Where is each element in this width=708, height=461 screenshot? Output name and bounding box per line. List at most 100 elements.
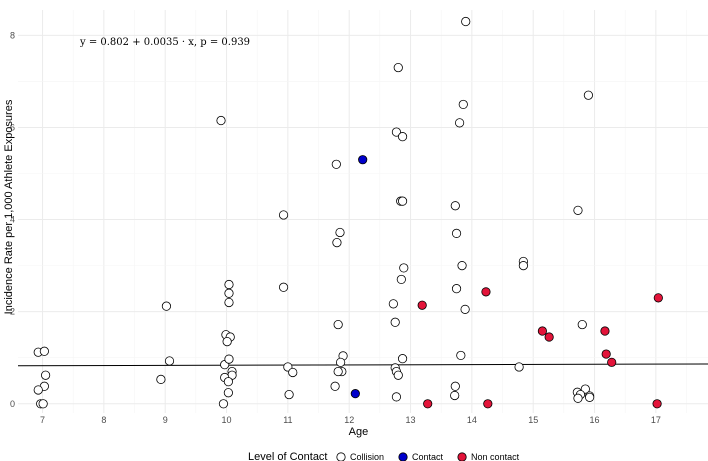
point-collision: [38, 399, 48, 409]
regression-annotation: y = 0.802 + 0.0035 · x, p = 0.939: [79, 37, 250, 48]
y-tick-label: 4: [10, 215, 15, 225]
point-collision: [397, 132, 408, 142]
legend-key-contact: [398, 452, 408, 461]
y-tick-label: 0: [10, 399, 15, 409]
x-tick-label: 8: [101, 415, 106, 425]
point-collision: [391, 392, 402, 402]
regression-line: [17, 363, 708, 367]
point-non-contact: [417, 300, 427, 310]
point-collision: [573, 205, 583, 215]
point-non-contact: [423, 399, 433, 409]
point-collision: [388, 299, 398, 309]
point-collision: [284, 389, 294, 400]
x-axis-label: Age: [349, 426, 369, 438]
x-tick-label: 14: [467, 415, 477, 425]
point-collision: [573, 393, 583, 403]
y-tick-label: 6: [10, 122, 15, 132]
point-collision: [461, 16, 471, 27]
point-non-contact: [537, 326, 548, 336]
point-non-contact: [653, 293, 663, 303]
point-collision: [393, 62, 403, 73]
legend-label-contact: Contact: [412, 452, 444, 461]
point-non-contact: [600, 326, 610, 336]
point-collision: [223, 388, 233, 398]
point-collision: [332, 237, 342, 248]
point-collision: [583, 90, 594, 100]
x-tick-label: 7: [40, 415, 45, 425]
point-collision: [156, 374, 166, 384]
x-tick-label: 10: [222, 415, 232, 425]
point-collision: [216, 115, 226, 126]
point-non-contact: [607, 357, 617, 367]
point-collision: [330, 381, 340, 391]
point-collision: [40, 370, 51, 380]
y-tick-label: 8: [10, 30, 15, 40]
point-collision: [450, 381, 460, 391]
point-collision: [224, 288, 234, 298]
legend: Level of Contact Collision Contact Non con…: [248, 451, 520, 461]
x-tick-label: 15: [528, 415, 538, 425]
point-collision: [450, 390, 460, 401]
point-collision: [288, 367, 298, 378]
point-collision: [224, 279, 234, 290]
y-tick-label: 2: [10, 307, 15, 317]
point-collision: [278, 282, 289, 292]
point-collision: [164, 356, 175, 366]
point-collision: [391, 127, 402, 137]
point-non-contact: [601, 349, 611, 359]
point-collision: [518, 261, 528, 271]
x-tick-label: 12: [344, 415, 354, 425]
point-collision: [222, 337, 232, 347]
x-tick-labels: 7 8 9 10 11 12 13 14 15 16 17: [40, 415, 661, 425]
y-axis-label: Incidence Rate per 1,000 Athlete Exposur…: [3, 99, 15, 314]
data-points: [33, 16, 663, 409]
point-collision: [457, 261, 467, 271]
point-collision: [456, 350, 466, 361]
point-collision: [458, 99, 468, 110]
point-collision: [223, 377, 233, 387]
point-non-contact: [652, 399, 662, 409]
legend-label-collision: Collision: [350, 452, 384, 461]
point-collision: [454, 118, 465, 128]
point-collision: [39, 346, 49, 356]
y-tick-labels: 0 2 4 6 8: [10, 30, 15, 408]
legend-key-non-contact: [457, 452, 467, 461]
x-tick-label: 11: [283, 415, 292, 425]
point-collision: [333, 366, 343, 377]
point-collision: [585, 392, 595, 402]
point-collision: [335, 227, 345, 238]
x-tick-label: 13: [406, 415, 416, 425]
point-collision: [397, 196, 408, 206]
point-collision: [390, 317, 400, 327]
point-collision: [451, 228, 462, 238]
point-collision: [278, 210, 289, 220]
x-tick-label: 17: [651, 415, 661, 425]
point-collision: [336, 357, 346, 367]
point-non-contact: [544, 332, 554, 342]
point-collision: [331, 159, 341, 169]
legend-title: Level of Contact: [248, 451, 328, 461]
point-collision: [224, 354, 234, 364]
point-collision: [451, 284, 462, 294]
point-collision: [218, 399, 229, 409]
x-tick-label: 9: [163, 415, 168, 425]
legend-label-non-contact: Non contact: [471, 452, 520, 461]
point-collision: [161, 301, 172, 311]
point-collision: [397, 354, 408, 364]
point-collision: [396, 274, 406, 285]
point-collision: [577, 319, 587, 330]
grid-lines: [18, 10, 708, 413]
point-non-contact: [481, 287, 491, 297]
legend-key-collision: [336, 452, 346, 461]
point-collision: [333, 319, 343, 330]
point-collision: [514, 362, 524, 372]
point-non-contact: [483, 399, 493, 409]
point-contact: [350, 389, 360, 399]
point-collision: [33, 385, 43, 395]
point-collision: [450, 201, 460, 211]
point-contact: [358, 155, 368, 165]
point-collision: [393, 370, 403, 380]
x-tick-label: 16: [590, 415, 600, 425]
point-collision: [224, 297, 234, 308]
